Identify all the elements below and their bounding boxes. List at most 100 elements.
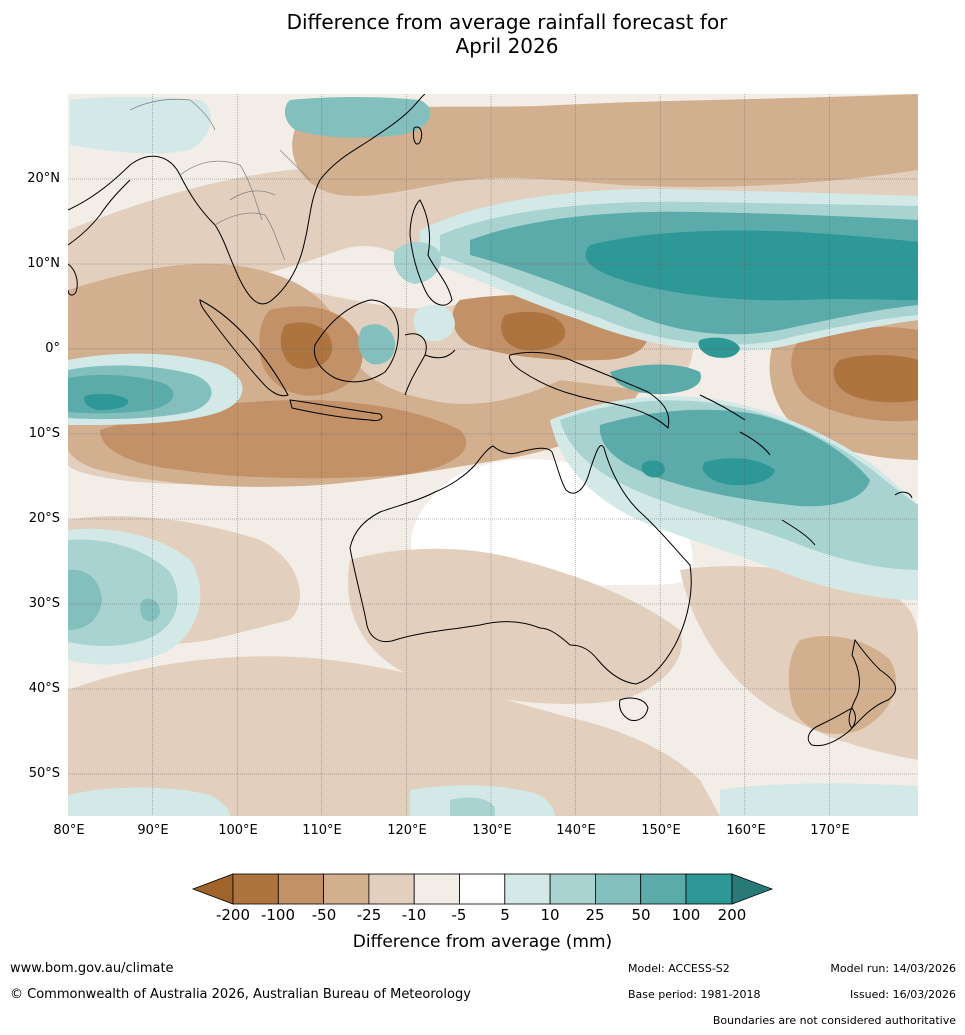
wet-region-east-china-sea [284, 97, 431, 138]
wet-region-southwest-indian-ocean-core [68, 569, 102, 630]
wet-region-celebes [413, 304, 455, 342]
footer-model: Model: ACCESS-S2 [628, 962, 730, 975]
dry-region-south-australia [348, 548, 682, 704]
coastline-new-caledonia [781, 519, 816, 546]
legend-swatch-100-50 [277, 873, 324, 905]
lon-label-100e: 100°E [218, 823, 258, 838]
legend-swatch-25-50 [595, 873, 642, 905]
wet-region-coral-sea-strong [702, 458, 775, 486]
wet-region-coral-sea-strong-west [641, 460, 665, 478]
wet-region-philippine-sea-spot [698, 337, 740, 358]
dry-region-southern-ocean [68, 656, 720, 816]
legend-tick-25: 25 [585, 906, 605, 924]
legend-tick-100: 100 [671, 906, 701, 924]
wet-region-south-china-sea [70, 97, 211, 154]
coastline-new-zealand-south [807, 707, 856, 747]
lat-label-10n: 10°N [27, 256, 60, 271]
dry-region-java-sea [100, 400, 467, 479]
wet-region-southern-ocean-east [720, 783, 918, 816]
legend-swatch-10-5 [413, 873, 460, 905]
graticule [68, 94, 918, 816]
legend-tick--200: -200 [215, 906, 251, 924]
legend-swatch-50-100 [640, 873, 687, 905]
coastline-philippines [409, 199, 453, 306]
wet-region-indian-ocean-strong [84, 393, 129, 410]
coastline-asia-mainland [68, 94, 426, 305]
legend-swatch-5-10 [504, 873, 551, 905]
legend-tick--100: -100 [260, 906, 296, 924]
lon-label-130e: 130°E [472, 823, 512, 838]
lat-label-0: 0° [45, 341, 60, 356]
lat-label-50s: 50°S [28, 766, 60, 781]
legend-swatch-50-25 [323, 873, 370, 905]
dry-region-central-pacific-core [833, 355, 918, 403]
coastline-sri-lanka [68, 263, 78, 296]
footer-copyright: © Commonwealth of Australia 2026, Austra… [10, 987, 471, 1002]
legend-swatch-25-10 [368, 873, 415, 905]
lon-label-120e: 120°E [387, 823, 427, 838]
dry-region-sumatra-core [280, 322, 333, 369]
wet-region-southwest-indian-ocean-spot [140, 598, 160, 622]
coastline-solomon-islands [699, 394, 771, 456]
legend-tick-10: 10 [540, 906, 560, 924]
lon-label-110e: 110°E [302, 823, 342, 838]
legend-swatch-above-200 [731, 873, 774, 905]
wet-region-png-north [610, 364, 701, 395]
title-line-1: Difference from average rainfall forecas… [286, 10, 728, 34]
dry-region-north-pacific [292, 94, 918, 197]
wet-region-southern-ocean-central-core [450, 797, 495, 816]
dry-region-new-zealand [788, 636, 896, 734]
legend-tick-200: 200 [717, 906, 747, 924]
coastlines [68, 94, 913, 747]
coastline-australia [349, 445, 692, 685]
wet-region-philippine-sea-strong [585, 230, 918, 301]
wet-region-southern-ocean-west [68, 787, 230, 816]
legend-swatch-200-100 [232, 873, 279, 905]
lon-label-140e: 140°E [556, 823, 596, 838]
wet-region-sulu-sea [393, 241, 442, 284]
legend-swatch-below-200 [191, 873, 234, 905]
lon-label-170e: 170°E [810, 823, 850, 838]
lat-label-20s: 20°S [28, 511, 60, 526]
coastline-tasmania [619, 697, 649, 721]
coastline-java [289, 399, 383, 421]
legend-swatch-100-200 [685, 873, 733, 905]
lat-label-40s: 40°S [28, 681, 60, 696]
coastline-new-guinea [509, 351, 670, 429]
chart-title: Difference from average rainfall forecas… [0, 10, 965, 58]
lon-label-80e: 80°E [53, 823, 85, 838]
legend-title: Difference from average (mm) [352, 932, 613, 952]
legend-swatch-10-25 [549, 873, 596, 905]
footer-base-period: Base period: 1981-2018 [628, 988, 761, 1001]
country-borders [129, 98, 311, 261]
legend-tick--50: -50 [311, 906, 337, 924]
coastline-borneo [313, 299, 399, 383]
lat-label-10s: 10°S [28, 426, 60, 441]
lon-label-160e: 160°E [726, 823, 766, 838]
lon-label-150e: 150°E [641, 823, 681, 838]
legend-tick--5: -5 [451, 906, 467, 924]
title-line-2: April 2026 [455, 34, 559, 58]
dry-region-new-guinea-core [501, 311, 566, 351]
coastline-india-east [68, 179, 131, 246]
coastline-taiwan [413, 126, 423, 145]
legend-tick-5: 5 [500, 906, 510, 924]
legend-tick-50: 50 [631, 906, 651, 924]
coastline-new-zealand-north [848, 638, 897, 729]
lon-label-90e: 90°E [137, 823, 169, 838]
lat-label-30s: 30°S [28, 596, 60, 611]
footer-model-run: Model run: 14/03/2026 [830, 962, 956, 975]
footer-website-link[interactable]: www.bom.gov.au/climate [10, 961, 174, 976]
coastline-sulawesi [404, 333, 456, 396]
coastline-sumatra [199, 299, 289, 397]
legend-tick--25: -25 [356, 906, 382, 924]
legend-tick--10: -10 [401, 906, 427, 924]
map-field [68, 94, 918, 816]
lat-label-20n: 20°N [27, 171, 60, 186]
wet-region-borneo-east [358, 324, 396, 365]
coastline-fiji [894, 491, 913, 499]
legend-swatch-neutral [459, 873, 506, 905]
footer-issued: Issued: 16/03/2026 [849, 988, 956, 1001]
